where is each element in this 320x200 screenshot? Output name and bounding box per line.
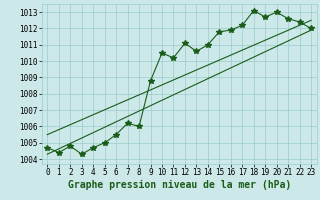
- X-axis label: Graphe pression niveau de la mer (hPa): Graphe pression niveau de la mer (hPa): [68, 180, 291, 190]
